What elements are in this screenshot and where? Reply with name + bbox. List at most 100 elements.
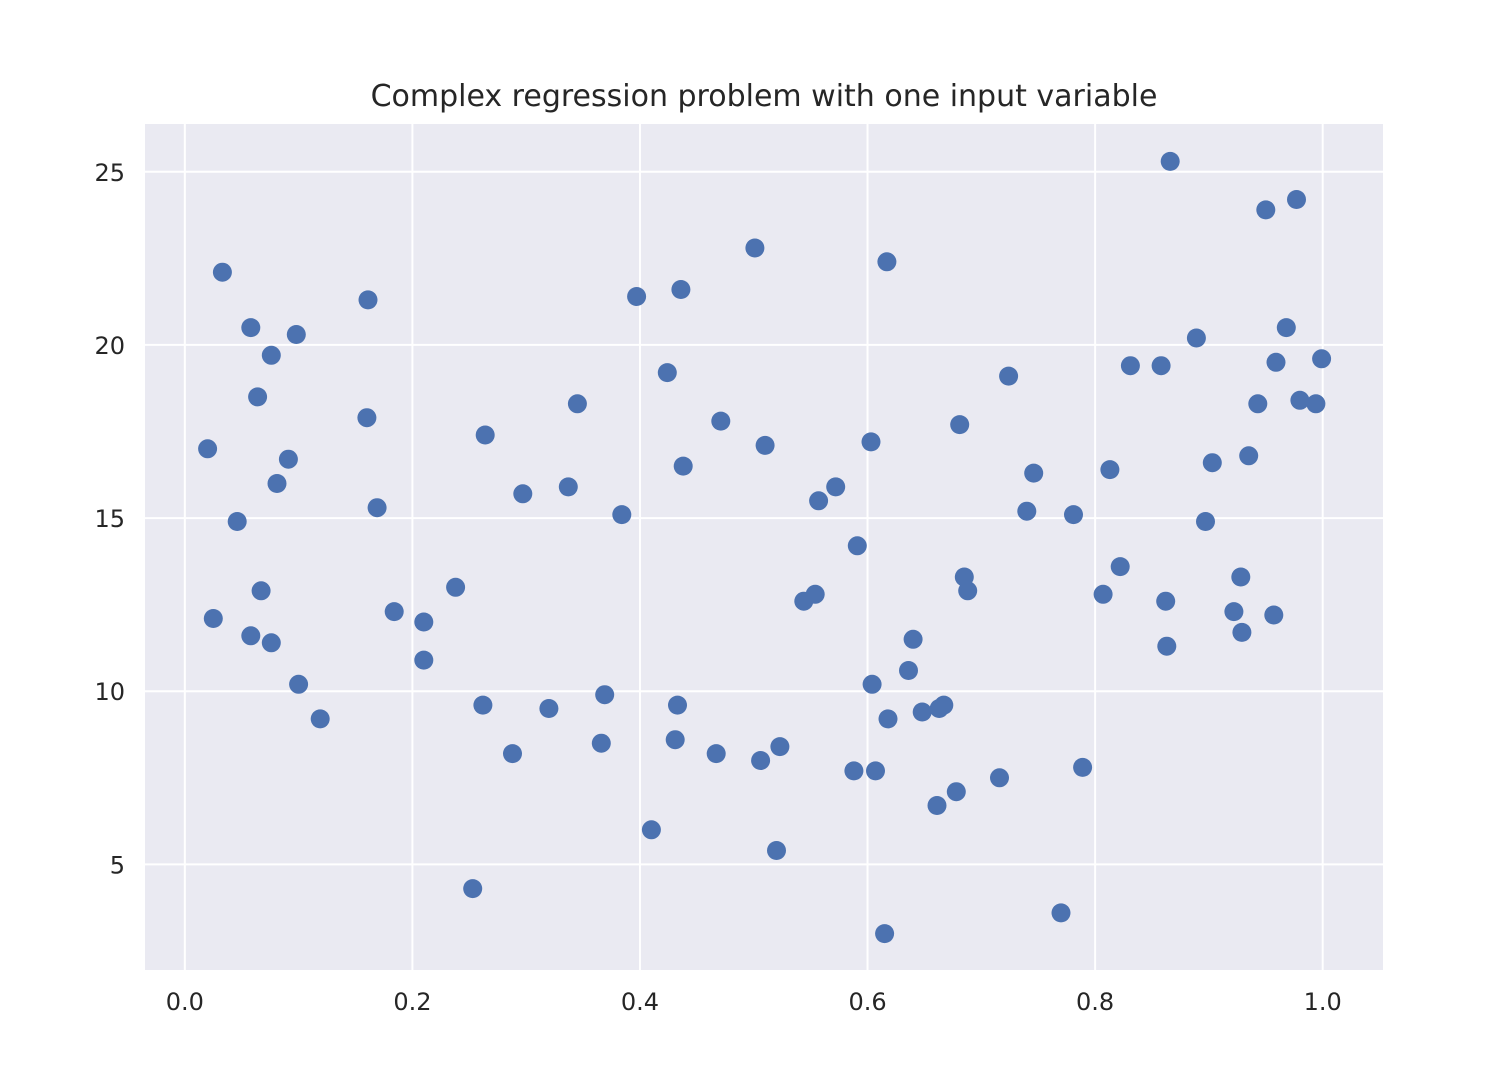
data-point — [1224, 602, 1244, 622]
data-point — [767, 841, 786, 860]
data-point — [912, 702, 932, 722]
data-point — [414, 612, 434, 632]
chart-title: Complex regression problem with one inpu… — [371, 79, 1158, 114]
x-tick-label: 0.4 — [621, 988, 659, 1016]
data-points — [198, 151, 1332, 944]
plot-background — [145, 124, 1383, 970]
data-point — [657, 363, 677, 383]
data-point — [875, 924, 895, 944]
data-point — [1312, 349, 1332, 369]
data-point — [706, 744, 726, 764]
data-point — [862, 674, 882, 694]
data-point — [847, 536, 867, 556]
data-point — [878, 709, 898, 729]
data-point — [241, 318, 261, 338]
data-point — [1186, 328, 1206, 348]
data-point — [248, 387, 268, 407]
y-tick-label: 20 — [94, 332, 125, 360]
data-point — [903, 629, 923, 649]
y-tick-label: 15 — [94, 505, 125, 533]
data-point — [203, 609, 223, 628]
data-point — [503, 744, 522, 764]
grid-lines — [145, 124, 1383, 970]
data-point — [289, 674, 309, 694]
data-point — [463, 879, 483, 899]
data-point — [673, 456, 693, 476]
data-point — [1160, 151, 1180, 171]
data-point — [1064, 505, 1083, 525]
data-point — [267, 474, 287, 493]
data-point — [227, 512, 247, 531]
data-point — [251, 581, 271, 601]
data-point — [1306, 394, 1326, 414]
data-point — [1202, 453, 1222, 473]
data-point — [1239, 446, 1259, 466]
data-point — [927, 796, 947, 815]
x-tick-label: 0.8 — [1076, 988, 1114, 1016]
data-point — [711, 411, 731, 431]
data-point — [877, 252, 897, 272]
data-point — [1110, 557, 1130, 577]
y-axis-ticks: 5 10 15 20 25 — [94, 159, 125, 880]
x-tick-label: 0.6 — [848, 988, 886, 1016]
data-point — [567, 394, 587, 414]
data-point — [1120, 356, 1140, 376]
data-point — [668, 695, 687, 715]
data-point — [384, 602, 404, 622]
data-point — [826, 477, 846, 497]
data-point — [241, 626, 261, 646]
data-point — [1093, 584, 1113, 604]
data-point — [475, 425, 495, 445]
data-point — [1264, 605, 1284, 625]
y-tick-label: 5 — [110, 851, 125, 879]
data-point — [310, 709, 330, 729]
data-point — [946, 782, 966, 802]
data-point — [844, 761, 864, 781]
data-point — [261, 633, 281, 653]
data-point — [1156, 591, 1176, 611]
data-point — [745, 238, 765, 258]
data-point — [1232, 622, 1252, 642]
data-point — [286, 325, 306, 344]
data-point — [665, 730, 685, 750]
data-point — [999, 366, 1019, 386]
data-point — [1051, 903, 1071, 923]
data-point — [357, 408, 377, 428]
data-point — [899, 661, 918, 680]
data-point — [539, 699, 559, 718]
data-point — [627, 287, 647, 306]
data-point — [671, 280, 691, 299]
data-point — [473, 695, 493, 715]
data-point — [1290, 390, 1310, 410]
data-point — [861, 432, 881, 452]
y-tick-label: 10 — [94, 678, 125, 706]
data-point — [358, 290, 378, 310]
data-point — [261, 345, 281, 365]
x-axis-ticks: 0.0 0.2 0.4 0.6 0.8 1.0 — [166, 988, 1342, 1016]
data-point — [934, 695, 954, 715]
data-point — [751, 751, 771, 770]
data-point — [866, 761, 885, 781]
data-point — [755, 435, 775, 455]
data-point — [1256, 200, 1276, 220]
data-point — [809, 491, 829, 511]
data-point — [595, 685, 615, 705]
x-tick-label: 0.0 — [166, 988, 204, 1016]
data-point — [950, 415, 970, 435]
data-point — [1196, 512, 1215, 531]
data-point — [446, 577, 466, 597]
data-point — [641, 820, 661, 840]
data-point — [278, 449, 298, 469]
x-tick-label: 1.0 — [1304, 988, 1342, 1016]
data-point — [513, 484, 533, 504]
data-point — [1276, 318, 1296, 338]
x-tick-label: 0.2 — [393, 988, 431, 1016]
data-point — [1157, 636, 1177, 656]
data-point — [770, 737, 790, 757]
data-point — [1287, 190, 1306, 209]
y-tick-label: 25 — [94, 159, 125, 187]
data-point — [367, 498, 387, 518]
data-point — [414, 650, 434, 670]
